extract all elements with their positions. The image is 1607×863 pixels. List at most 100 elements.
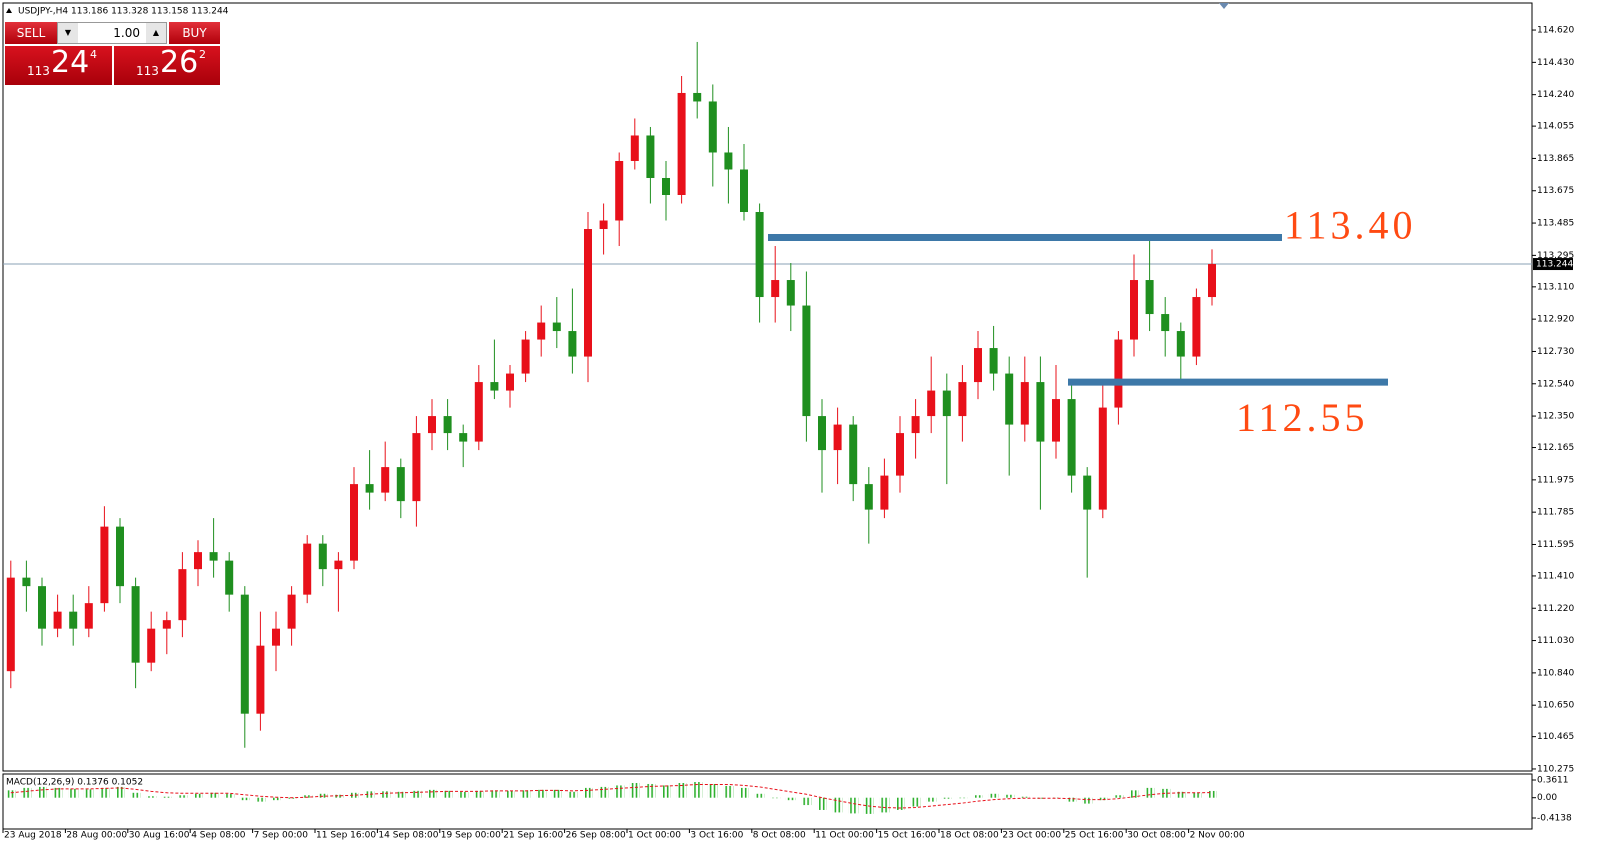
candle-body [724, 152, 733, 170]
macd-bar [208, 792, 219, 798]
x-tick-label: 1 Oct 00:00 [628, 831, 681, 841]
macd-bar [1160, 788, 1171, 798]
x-tick-label: 11 Oct 00:00 [815, 831, 874, 841]
macd-bar [801, 797, 812, 806]
buy-price[interactable]: 113 26 2 [114, 45, 220, 85]
candle-body [1005, 373, 1014, 425]
macd-bar [770, 797, 781, 799]
macd-bar [411, 790, 422, 798]
sell-price-main: 24 [51, 45, 90, 80]
candle-body [412, 433, 421, 502]
candle-body [256, 645, 265, 714]
candle-body [568, 331, 577, 357]
buy-price-big: 113 [136, 64, 159, 78]
macd-bar [302, 795, 313, 798]
y-tick-label: 113.675 [1537, 186, 1574, 196]
macd-bar [458, 791, 469, 798]
candle-body [646, 135, 655, 178]
candle-body [552, 322, 561, 332]
lot-box: ▼ 1.00 ▲ [57, 22, 167, 44]
buy-button[interactable]: BUY [169, 22, 220, 44]
sell-price-sup: 4 [90, 48, 97, 61]
candle-body [896, 433, 904, 476]
candle-body [927, 390, 936, 417]
candle-body [662, 177, 670, 195]
candle-body [1098, 407, 1107, 510]
x-tick-label: 3 Oct 16:00 [690, 831, 743, 841]
current-price-label: 113.244 [1536, 260, 1573, 270]
candle-body [1067, 399, 1076, 476]
macd-bar [629, 782, 640, 798]
candle-body [428, 416, 436, 434]
x-tick-label: 15 Oct 16:00 [878, 831, 937, 841]
candle-body [537, 322, 546, 340]
candle-body [755, 212, 764, 298]
main-frame [2, 2, 1533, 772]
y-tick-label: 113.295 [1537, 251, 1574, 261]
macd-bar [239, 797, 250, 801]
macd-bar [177, 795, 188, 798]
signal-line [10, 783, 1213, 809]
x-tick-label: 28 Aug 00:00 [66, 831, 127, 841]
candle-body [818, 416, 826, 451]
candle-body [334, 560, 343, 570]
candle-body [1036, 382, 1045, 442]
y-tick-label: 114.055 [1537, 122, 1574, 132]
sell-button[interactable]: SELL [5, 22, 57, 44]
macd-title: MACD(12,26,9) 0.1376 0.1052 [6, 778, 143, 788]
trade-panel: SELL ▼ 1.00 ▲ BUY 113 24 4 113 26 2 [5, 22, 220, 85]
candle-body [209, 552, 218, 561]
macd-bar [52, 787, 63, 798]
candle-body [506, 373, 514, 391]
candle-body [381, 467, 390, 493]
candle-body [615, 160, 624, 221]
y-tick-label: 113.865 [1537, 154, 1574, 164]
level-label: 113.40 [1284, 203, 1417, 248]
macd-bar [130, 792, 141, 798]
macd-bar [895, 797, 905, 810]
candle-body [287, 594, 296, 629]
sell-price-big: 113 [27, 64, 50, 78]
y-tick-label: 110.465 [1537, 732, 1574, 742]
y-tick-label: 112.165 [1537, 443, 1574, 453]
macd-bar [333, 794, 344, 798]
macd-bar [785, 797, 796, 801]
current-price-box [1533, 258, 1573, 271]
macd-bar [1066, 797, 1077, 802]
x-tick-label: 30 Oct 08:00 [1127, 831, 1186, 841]
shift-marker [1219, 3, 1229, 9]
candle-body [365, 484, 374, 493]
lot-down[interactable]: ▼ [58, 23, 78, 43]
y-tick-label: 110.840 [1537, 668, 1574, 678]
macd-bar [536, 789, 547, 798]
y-tick-label: 110.650 [1537, 701, 1574, 711]
macd-bar [879, 797, 890, 813]
macd-bar [1207, 790, 1217, 798]
y-tick-label: 112.540 [1537, 379, 1574, 389]
candle-body [1020, 382, 1029, 425]
candle-body [958, 382, 967, 417]
macd-bar [193, 793, 203, 798]
candle-body [1192, 297, 1201, 357]
macd-bar [1144, 787, 1155, 798]
macd-bar [115, 786, 125, 798]
candle-body [272, 628, 280, 646]
y-tick-label: 110.275 [1537, 764, 1574, 774]
macd-bar [364, 791, 375, 798]
macd-bar [973, 795, 983, 798]
macd-bar [1175, 791, 1186, 798]
macd-bar [551, 789, 562, 798]
y-tick-label: 111.220 [1537, 604, 1574, 614]
candle-body [693, 92, 702, 102]
sell-price[interactable]: 113 24 4 [5, 45, 112, 85]
macd-bar [692, 782, 703, 798]
lot-up[interactable]: ▲ [146, 23, 166, 43]
macd-bar [37, 786, 47, 798]
candle-body [53, 611, 62, 629]
candle-body [116, 526, 124, 587]
candle-body [942, 390, 951, 417]
macd-bar [707, 783, 718, 798]
lot-value[interactable]: 1.00 [113, 26, 140, 40]
